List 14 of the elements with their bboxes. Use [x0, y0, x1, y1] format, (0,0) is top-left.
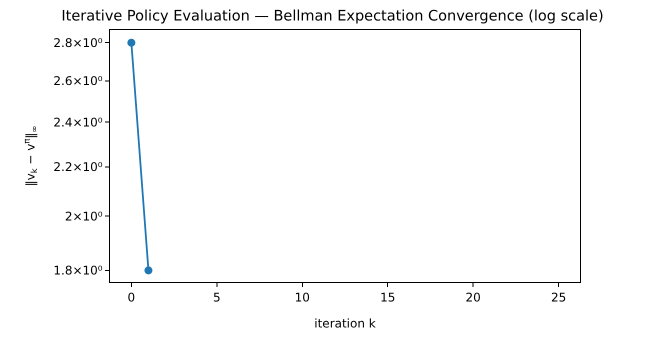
y-tick-label: 2.6×10⁰ — [53, 74, 103, 88]
x-axis-title: iteration k — [314, 316, 376, 330]
x-tick-label: 10 — [294, 290, 310, 304]
y-tick-label: 2.4×10⁰ — [53, 115, 103, 130]
x-tick-label: 15 — [380, 290, 396, 304]
x-tick-label: 5 — [213, 290, 221, 304]
y-tick-label: 1.8×10⁰ — [53, 264, 103, 278]
y-tick-label: 2×10⁰ — [64, 209, 103, 224]
x-tick-label: 0 — [128, 290, 136, 304]
y-tick-label: 2.8×10⁰ — [53, 36, 103, 50]
y-tick-label: 2.2×10⁰ — [53, 160, 103, 174]
chart-title: Iterative Policy Evaluation — Bellman Expectation Convergence (log scale) — [61, 8, 604, 24]
x-tick-label: 25 — [551, 290, 566, 304]
x-tick-label: 20 — [466, 290, 481, 304]
